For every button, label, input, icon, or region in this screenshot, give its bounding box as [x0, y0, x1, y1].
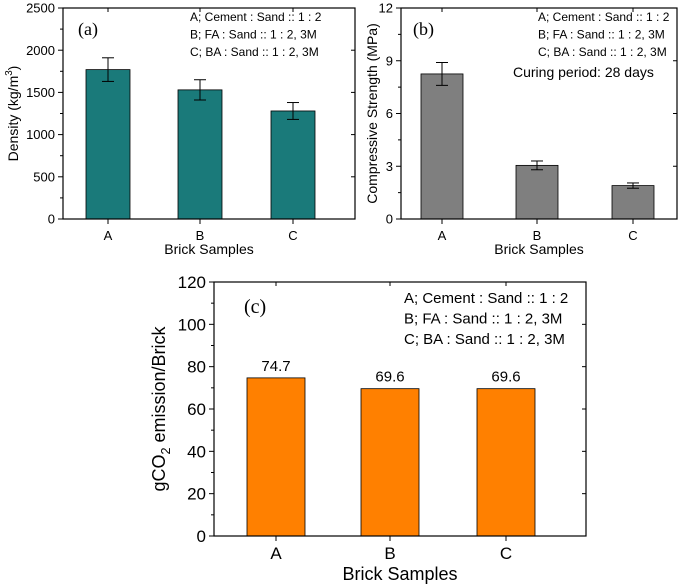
error-bar-B: [531, 160, 543, 171]
y-tick-label: 20: [187, 485, 206, 504]
x-tick-label-C: C: [500, 544, 512, 563]
y-tick-label: 6: [386, 106, 393, 121]
y-tick-label: 9: [386, 53, 393, 68]
y-tick-label: 80: [187, 358, 206, 377]
y-tick-label: 3: [386, 159, 393, 174]
bar-B: [515, 164, 559, 220]
bar-C: [476, 388, 536, 537]
data-label-B: 69.6: [375, 369, 404, 386]
y-axis-label: gCO2 emission/Brick: [149, 325, 173, 491]
y-axis-label: Compressive Strength (MPa): [364, 23, 380, 204]
legend: A; Cement : Sand :: 1 : 2B; FA : Sand ::…: [190, 10, 322, 59]
y-tick-label: 500: [33, 169, 55, 184]
legend-entry: C; BA : Sand :: 1 : 2, 3M: [404, 331, 565, 348]
x-tick-label-A: A: [270, 544, 282, 563]
error-bar-C: [287, 102, 299, 120]
data-label-C: 69.6: [491, 369, 520, 386]
x-tick-label-B: B: [384, 544, 395, 563]
y-tick-label: 60: [187, 400, 206, 419]
x-tick-label-B: B: [533, 228, 542, 243]
x-tick-label-A: A: [104, 228, 113, 243]
chart-panel-c: 74.7 69.6 69.6 0 20 40 60 80 100 120 A B C Brick Samp…: [149, 273, 587, 584]
x-tick-label-C: C: [628, 228, 637, 243]
x-tick-label-C: C: [288, 228, 297, 243]
error-bar-C: [627, 182, 639, 189]
legend-entry: A; Cement : Sand :: 1 : 2: [404, 290, 568, 307]
bar-B: [177, 89, 223, 220]
y-tick-label: 0: [48, 212, 55, 227]
y-tick-label: 1000: [26, 127, 55, 142]
legend-entry: A; Cement : Sand :: 1 : 2: [538, 10, 670, 24]
x-axis-label: Brick Samples: [494, 241, 583, 257]
y-tick-label: 0: [386, 212, 393, 227]
y-tick-label: 120: [178, 273, 206, 292]
error-bar-A: [102, 57, 114, 82]
panel-label: (c): [244, 296, 266, 318]
error-bar-A: [436, 62, 448, 86]
legend: A; Cement : Sand :: 1 : 2B; FA : Sand ::…: [538, 10, 670, 59]
legend-entry: B; FA : Sand :: 1 : 2, 3M: [404, 311, 562, 328]
y-tick-label: 0: [197, 527, 206, 546]
y-axis-label: Density (kg/m3): [4, 66, 21, 162]
legend-entry: B; FA : Sand :: 1 : 2, 3M: [538, 28, 665, 42]
x-tick-label-A: A: [438, 228, 447, 243]
bar-A: [420, 73, 464, 220]
legend-entry: A; Cement : Sand :: 1 : 2: [190, 10, 322, 24]
y-tick-label: 40: [187, 442, 206, 461]
legend-entry: B; FA : Sand :: 1 : 2, 3M: [190, 28, 317, 42]
y-tick-label: 1500: [26, 85, 55, 100]
x-tick-label-B: B: [196, 228, 205, 243]
y-tick-label: 12: [379, 1, 393, 16]
x-axis-label: Brick Samples: [164, 241, 253, 257]
bar-C: [270, 110, 316, 220]
legend-entry: C; BA : Sand :: 1 : 2, 3M: [538, 45, 667, 59]
error-bar-B: [194, 79, 206, 101]
chart-panel-b: 0 3 6 9 12 A B C Brick Samples Compressive Streng…: [364, 1, 678, 257]
bar-B: [360, 388, 420, 537]
data-label-A: 74.7: [261, 358, 290, 375]
y-tick-label: 100: [178, 315, 206, 334]
chart-panel-a: 0 500 1000 1500 2000 2500 A B C Brick Samples Dens…: [4, 1, 356, 257]
bar-C: [611, 185, 655, 220]
panel-label: (b): [413, 19, 434, 40]
annotation: Curing period: 28 days: [513, 64, 654, 80]
legend: A; Cement : Sand :: 1 : 2B; FA : Sand ::…: [404, 290, 568, 348]
x-axis-label: Brick Samples: [342, 564, 457, 584]
y-tick-label: 2500: [26, 1, 55, 16]
legend-entry: C; BA : Sand :: 1 : 2, 3M: [190, 45, 319, 59]
bar-A: [246, 377, 306, 537]
y-tick-label: 2000: [26, 43, 55, 58]
panel-label: (a): [78, 19, 98, 40]
bar-A: [85, 69, 131, 220]
